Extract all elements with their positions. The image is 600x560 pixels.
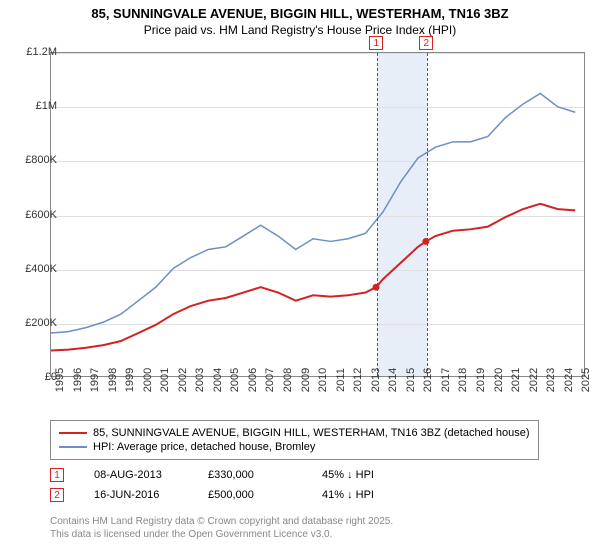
x-tick-label: 2006 xyxy=(247,368,259,392)
x-tick-label: 2012 xyxy=(352,368,364,392)
footer-attribution: Contains HM Land Registry data © Crown c… xyxy=(50,515,393,541)
x-tick-label: 2022 xyxy=(528,368,540,392)
legend-row: HPI: Average price, detached house, Brom… xyxy=(59,440,530,454)
y-tick-label: £400K xyxy=(25,263,57,275)
series-dot xyxy=(373,284,380,291)
x-tick-label: 2008 xyxy=(282,368,294,392)
marker-line xyxy=(377,53,378,376)
x-tick-label: 2003 xyxy=(194,368,206,392)
x-tick-label: 2013 xyxy=(370,368,382,392)
table-pct: 41% ↓ HPI xyxy=(322,489,412,501)
x-tick-label: 2025 xyxy=(580,368,592,392)
chart-title: 85, SUNNINGVALE AVENUE, BIGGIN HILL, WES… xyxy=(0,0,600,23)
table-date: 16-JUN-2016 xyxy=(94,489,184,501)
footer-line2: This data is licensed under the Open Gov… xyxy=(50,528,393,541)
table-price: £500,000 xyxy=(208,489,298,501)
x-tick-label: 2001 xyxy=(159,368,171,392)
x-tick-label: 2024 xyxy=(563,368,575,392)
marker-box: 2 xyxy=(419,36,433,50)
x-tick-label: 2011 xyxy=(335,368,347,392)
table-date: 08-AUG-2013 xyxy=(94,469,184,481)
transaction-table: 1 08-AUG-2013 £330,000 45% ↓ HPI 2 16-JUN-201… xyxy=(50,465,412,505)
x-tick-label: 2010 xyxy=(317,368,329,392)
y-tick-label: £1.2M xyxy=(26,46,57,58)
x-tick-label: 2002 xyxy=(177,368,189,392)
series-dot xyxy=(422,238,429,245)
table-pct: 45% ↓ HPI xyxy=(322,469,412,481)
x-tick-label: 2005 xyxy=(229,368,241,392)
x-tick-label: 2007 xyxy=(264,368,276,392)
series-red xyxy=(51,204,575,351)
y-tick-label: £200K xyxy=(25,317,57,329)
chart-plot-area xyxy=(50,52,585,377)
marker-line xyxy=(427,53,428,376)
legend-swatch xyxy=(59,446,87,448)
y-tick-label: £800K xyxy=(25,154,57,166)
footer-line1: Contains HM Land Registry data © Crown c… xyxy=(50,515,393,528)
x-tick-label: 2015 xyxy=(405,368,417,392)
x-tick-label: 2009 xyxy=(300,368,312,392)
y-tick-label: £600K xyxy=(25,209,57,221)
x-tick-label: 2004 xyxy=(212,368,224,392)
chart-subtitle: Price paid vs. HM Land Registry's House … xyxy=(0,23,600,41)
x-tick-label: 1996 xyxy=(72,368,84,392)
table-row: 1 08-AUG-2013 £330,000 45% ↓ HPI xyxy=(50,465,412,485)
x-tick-label: 2021 xyxy=(510,368,522,392)
x-tick-label: 1997 xyxy=(89,368,101,392)
y-tick-label: £1M xyxy=(36,100,57,112)
marker-box: 1 xyxy=(369,36,383,50)
x-tick-label: 2000 xyxy=(142,368,154,392)
x-tick-label: 1998 xyxy=(107,368,119,392)
x-tick-label: 2019 xyxy=(475,368,487,392)
legend-label: HPI: Average price, detached house, Brom… xyxy=(93,441,315,453)
table-marker: 2 xyxy=(50,488,64,502)
series-blue xyxy=(51,93,575,333)
x-tick-label: 2017 xyxy=(440,368,452,392)
x-tick-label: 1999 xyxy=(124,368,136,392)
legend-label: 85, SUNNINGVALE AVENUE, BIGGIN HILL, WES… xyxy=(93,427,530,439)
x-tick-label: 1995 xyxy=(54,368,66,392)
legend-swatch xyxy=(59,432,87,434)
table-row: 2 16-JUN-2016 £500,000 41% ↓ HPI xyxy=(50,485,412,505)
x-tick-label: 2018 xyxy=(457,368,469,392)
x-tick-label: 2016 xyxy=(422,368,434,392)
legend-box: 85, SUNNINGVALE AVENUE, BIGGIN HILL, WES… xyxy=(50,420,539,460)
x-tick-label: 2014 xyxy=(387,368,399,392)
x-tick-label: 2020 xyxy=(493,368,505,392)
chart-svg xyxy=(51,53,584,376)
x-tick-label: 2023 xyxy=(545,368,557,392)
table-price: £330,000 xyxy=(208,469,298,481)
table-marker: 1 xyxy=(50,468,64,482)
legend-row: 85, SUNNINGVALE AVENUE, BIGGIN HILL, WES… xyxy=(59,426,530,440)
